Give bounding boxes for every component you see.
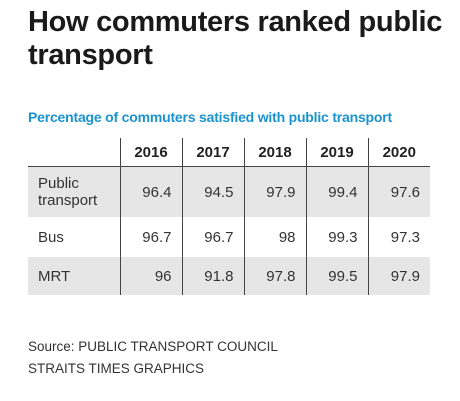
- source-line: Source: PUBLIC TRANSPORT COUNCIL: [28, 339, 278, 354]
- table-cell: 96: [119, 257, 182, 295]
- table-cell: 97.6: [367, 166, 430, 217]
- chart-subtitle: Percentage of commuters satisfied with p…: [28, 109, 392, 125]
- table-row: MRT 96 91.8 97.8 99.5 97.9: [28, 257, 430, 295]
- table-cell: 97.9: [367, 257, 430, 295]
- table-cell: 97.3: [367, 217, 430, 257]
- table-cell: 99.3: [305, 217, 368, 257]
- table-cell: 91.8: [181, 257, 244, 295]
- table-cell: 97.9: [243, 166, 306, 217]
- row-label: Public transport: [28, 166, 120, 217]
- year-header: 2018: [243, 138, 306, 167]
- table-cell: 97.8: [243, 257, 306, 295]
- row-label: MRT: [28, 257, 120, 295]
- year-header: 2020: [367, 138, 430, 167]
- table-cell: 98: [243, 217, 306, 257]
- row-label: Bus: [28, 217, 120, 257]
- credit-line: STRAITS TIMES GRAPHICS: [28, 361, 205, 376]
- table-cell: 96.7: [119, 217, 182, 257]
- source-note: Source: PUBLIC TRANSPORT COUNCIL STRAITS…: [28, 336, 278, 380]
- table-row: Public transport 96.4 94.5 97.9 99.4 97.…: [28, 166, 430, 217]
- table-cell: 99.5: [305, 257, 368, 295]
- table-cell: 99.4: [305, 166, 368, 217]
- year-header: 2016: [119, 138, 182, 167]
- table-cell: 96.4: [119, 166, 182, 217]
- table-cell: 94.5: [181, 166, 244, 217]
- satisfaction-table: 2016 2017 2018 2019 2020 Public transpor…: [28, 138, 430, 295]
- year-header: 2017: [181, 138, 244, 167]
- year-header: 2019: [305, 138, 368, 167]
- table-header-row: 2016 2017 2018 2019 2020: [28, 138, 430, 167]
- table-cell: 96.7: [181, 217, 244, 257]
- chart-title: How commuters ranked public transport: [28, 6, 443, 71]
- table-row: Bus 96.7 96.7 98 99.3 97.3: [28, 217, 430, 257]
- row-label-header: [28, 138, 120, 167]
